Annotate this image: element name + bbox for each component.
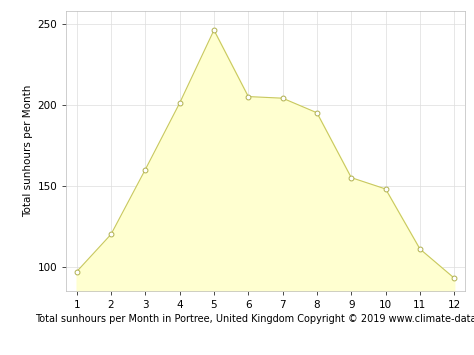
Y-axis label: Total sunhours per Month: Total sunhours per Month [23, 85, 33, 217]
X-axis label: Total sunhours per Month in Portree, United Kingdom Copyright © 2019 www.climate: Total sunhours per Month in Portree, Uni… [35, 314, 474, 324]
